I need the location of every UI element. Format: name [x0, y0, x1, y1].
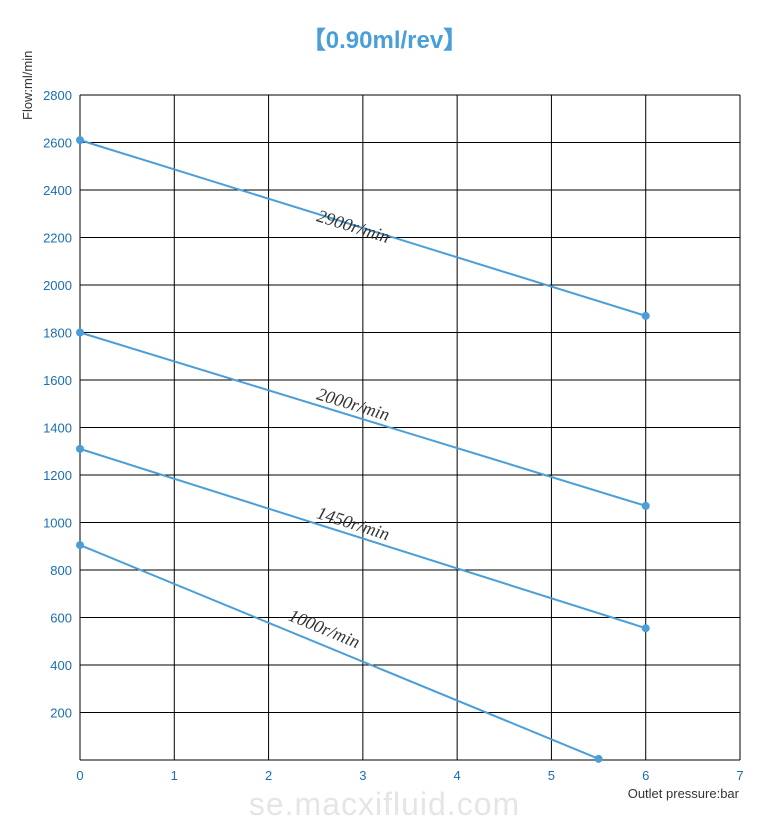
svg-text:0: 0: [76, 768, 83, 783]
svg-text:1200: 1200: [43, 468, 72, 483]
svg-text:1400: 1400: [43, 421, 72, 436]
svg-text:1: 1: [171, 768, 178, 783]
svg-text:400: 400: [50, 658, 72, 673]
svg-text:2: 2: [265, 768, 272, 783]
svg-text:5: 5: [548, 768, 555, 783]
svg-text:2000: 2000: [43, 278, 72, 293]
chart-area: 0 1 2 3 4 5 6 7 200 400 600 800 1000 1200 1400 1600 1800…: [0, 0, 769, 831]
svg-text:600: 600: [50, 611, 72, 626]
svg-text:1800: 1800: [43, 326, 72, 341]
svg-text:7: 7: [736, 768, 743, 783]
svg-text:2400: 2400: [43, 183, 72, 198]
chart-svg: 0 1 2 3 4 5 6 7 200 400 600 800 1000 1200 1400 1600 1800…: [0, 0, 769, 831]
svg-text:2600: 2600: [43, 136, 72, 151]
svg-text:1600: 1600: [43, 373, 72, 388]
svg-text:800: 800: [50, 563, 72, 578]
svg-text:2800: 2800: [43, 88, 72, 103]
svg-text:1000: 1000: [43, 516, 72, 531]
svg-text:200: 200: [50, 706, 72, 721]
svg-text:2200: 2200: [43, 231, 72, 246]
svg-text:3: 3: [359, 768, 366, 783]
svg-text:4: 4: [454, 768, 461, 783]
svg-text:6: 6: [642, 768, 649, 783]
